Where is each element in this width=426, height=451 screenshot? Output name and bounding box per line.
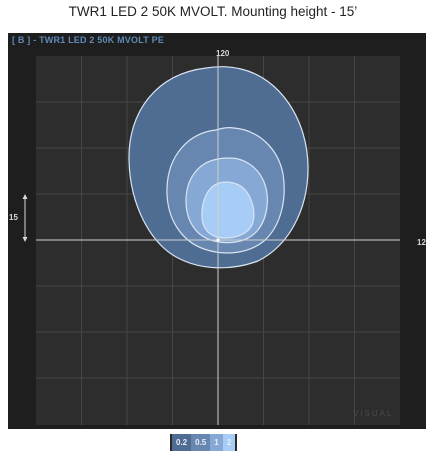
contour-2 [201, 181, 255, 239]
top-axis-label: 120 [216, 49, 230, 58]
legend-item: 0.5 [191, 434, 211, 451]
legend-item: 0.2 [172, 434, 192, 451]
isofootcandle-plot [36, 56, 400, 425]
visual-watermark: VISUAL [353, 409, 394, 418]
luminaire-location-marker [216, 238, 220, 242]
diagram-caption: TWR1 LED 2 50K MVOLT. Mounting height - … [68, 4, 358, 19]
footcandle-legend: 0.2 0.5 1 2 [170, 434, 238, 451]
mounting-height-label: 15 [9, 213, 18, 222]
legend-item: 1 [210, 434, 223, 451]
legend-item: 2 [222, 434, 236, 451]
panel-title: [ B ] - TWR1 LED 2 50K MVOLT PE [12, 35, 165, 45]
isofootcandle-panel: [ B ] - TWR1 LED 2 50K MVOLT PE [8, 33, 426, 429]
right-axis-label: 12 [417, 238, 426, 247]
mounting-height-arrow-icon [22, 194, 28, 242]
plot-area [36, 56, 400, 425]
